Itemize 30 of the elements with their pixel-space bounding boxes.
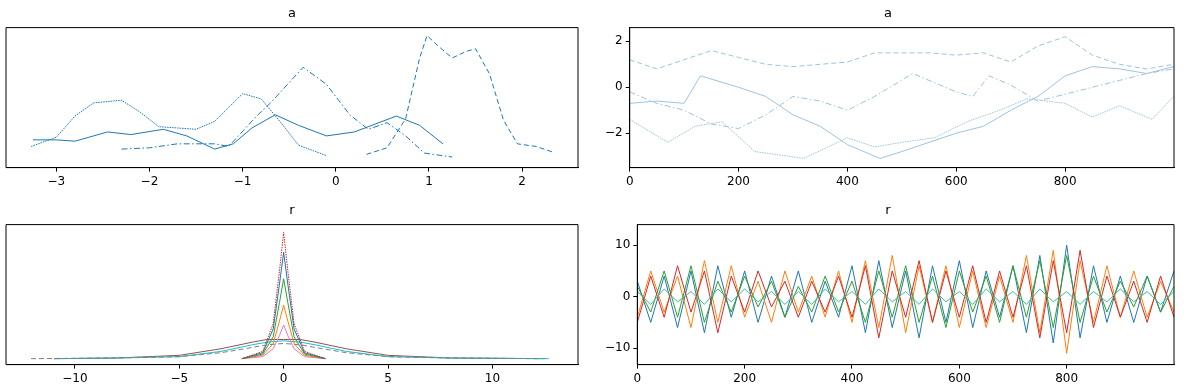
chart-title: a	[884, 5, 892, 21]
x-tick-label: −10	[62, 370, 88, 385]
x-tick-label: 10	[484, 370, 501, 385]
y-tick-label: 0	[615, 79, 623, 94]
x-tick-label: 0	[279, 370, 288, 385]
x-tick-label: 800	[1053, 173, 1077, 188]
y-tick-label: 2	[615, 33, 623, 48]
x-tick-label: 200	[727, 173, 750, 188]
x-tick-label: −1	[233, 173, 252, 188]
x-tick-label: 600	[944, 173, 968, 188]
x-tick-label: 1	[425, 173, 433, 188]
x-tick-label: 0	[633, 370, 642, 385]
x-tick-label: 200	[733, 370, 757, 385]
chart-title: r	[289, 202, 296, 218]
chart-title: r	[885, 202, 892, 218]
y-tick-label: 10	[615, 237, 631, 252]
x-tick-label: 2	[518, 173, 526, 188]
x-tick-label: 0	[331, 173, 340, 188]
x-tick-label: 800	[1055, 370, 1079, 385]
y-tick-label: −2	[604, 125, 623, 140]
y-tick-label: −10	[605, 340, 631, 355]
chart-title: a	[288, 5, 296, 21]
x-tick-label: −3	[47, 173, 66, 188]
x-tick-label: 600	[947, 370, 971, 385]
x-tick-label: 5	[384, 370, 392, 385]
x-tick-label: 400	[835, 173, 859, 188]
x-tick-label: −2	[140, 173, 159, 188]
x-tick-label: 400	[840, 370, 864, 385]
y-tick-label: 0	[622, 288, 631, 303]
x-tick-label: −5	[170, 370, 189, 385]
